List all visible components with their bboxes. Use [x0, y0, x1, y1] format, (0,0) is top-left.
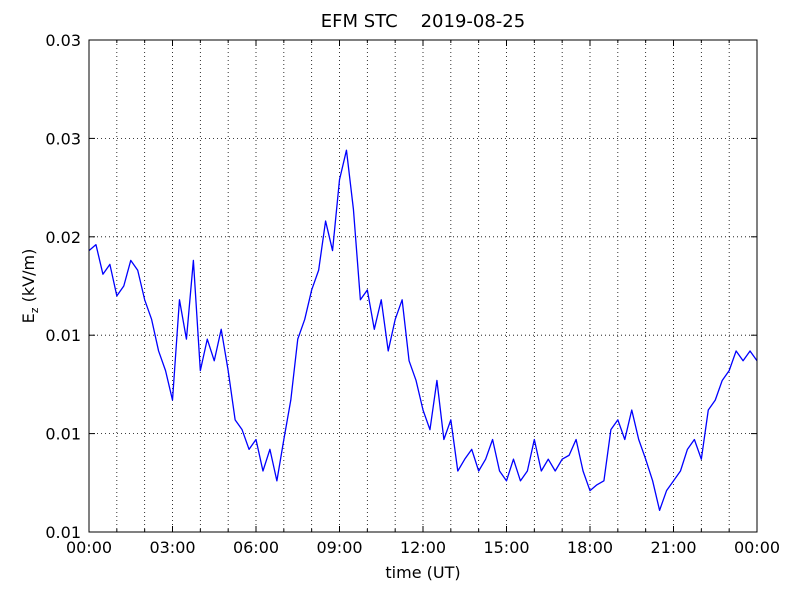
y-label-sub: z — [28, 307, 41, 313]
x-tick-label: 09:00 — [316, 538, 362, 557]
y-label-unit: (kV/m) — [19, 249, 38, 308]
y-tick-label: 0.03 — [45, 31, 81, 50]
x-tick-label: 00:00 — [66, 538, 112, 557]
x-tick-label: 18:00 — [567, 538, 613, 557]
y-tick-label: 0.02 — [45, 228, 81, 247]
x-tick-label: 03:00 — [149, 538, 195, 557]
plot-frame — [88, 39, 758, 533]
y-axis-label: Ez (kV/m) — [19, 249, 41, 324]
x-tick-label: 21:00 — [650, 538, 696, 557]
x-tick-label: 12:00 — [400, 538, 446, 557]
y-tick-label: 0.01 — [45, 523, 81, 542]
x-tick-label: 15:00 — [483, 538, 529, 557]
y-label-main: E — [19, 313, 38, 323]
y-tick-label: 0.01 — [45, 425, 81, 444]
x-axis-label: time (UT) — [385, 563, 460, 582]
x-tick-label: 06:00 — [233, 538, 279, 557]
y-tick-label: 0.03 — [45, 129, 81, 148]
data-line — [88, 149, 758, 511]
y-tick-label: 0.01 — [45, 326, 81, 345]
chart-title: EFM STC 2019-08-25 — [321, 11, 525, 32]
x-tick-label: 00:00 — [734, 538, 780, 557]
